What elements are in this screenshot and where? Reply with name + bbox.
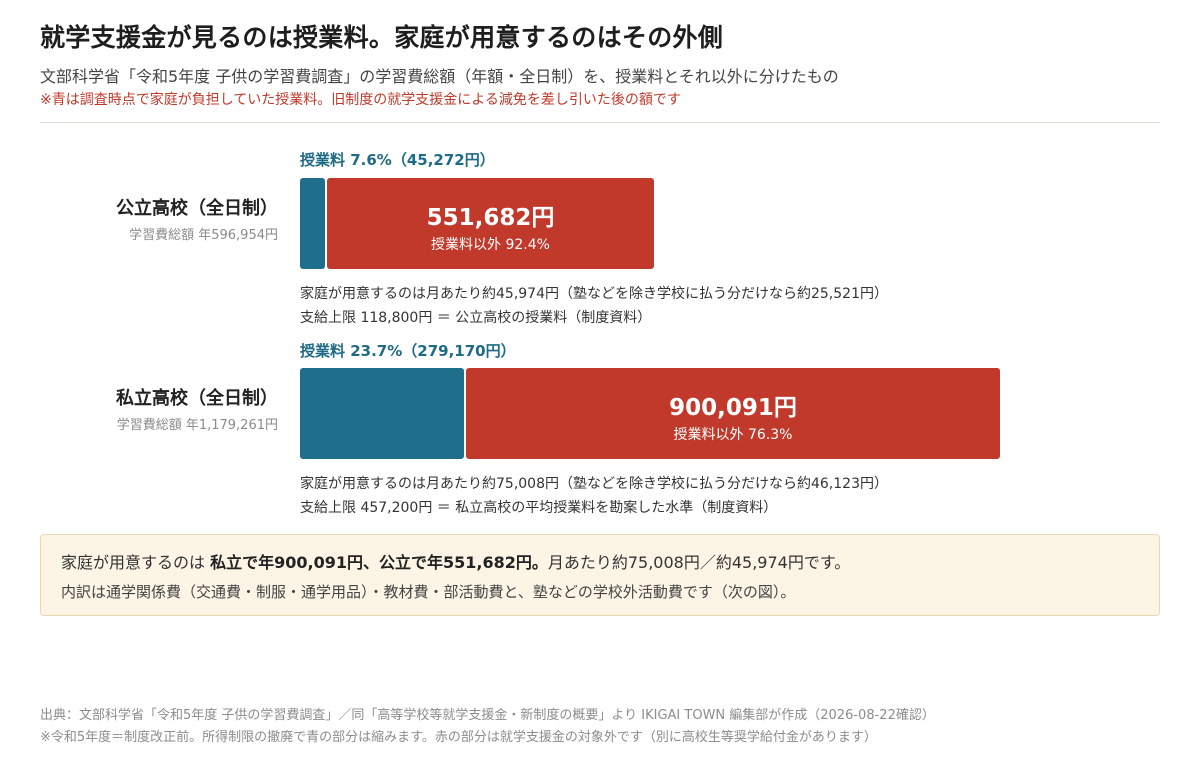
private-school-name: 私立高校（全日制） (116, 388, 278, 409)
public-detail-cap: 支給上限 118,800円 ＝ 公立高校の授業料（制度資料） (300, 310, 652, 326)
summary-line-2: 内訳は通学関係費（交通費・制服・通学用品）・教材費・部活動費と、塾などの学校外活… (61, 583, 796, 601)
private-total-label: 学習費総額 年1,179,261円 (116, 418, 278, 433)
footnote: ※令和5年度＝制度改正前。所得制限の撤廃で青の部分は縮みます。赤の部分は就学支援… (40, 730, 877, 745)
chart-title: 就学支援金が見るのは授業料。家庭が用意するのはその外側 (40, 23, 724, 52)
public-other-bar: 551,682円 授業料以外 92.4% (327, 178, 654, 269)
private-other-bar: 900,091円 授業料以外 76.3% (466, 368, 1000, 459)
private-tuition-bar (300, 368, 464, 459)
summary-pre: 家庭が用意するのは (61, 553, 211, 572)
public-other-value: 551,682円 (426, 205, 555, 231)
public-other-share: 授業料以外 92.4% (431, 237, 550, 253)
summary-line-1: 家庭が用意するのは 私立で年900,091円、公立で年551,682円。月あたり… (61, 549, 850, 573)
summary-bold: 私立で年900,091円、公立で年551,682円。 (210, 553, 548, 572)
public-detail-monthly: 家庭が用意するのは月あたり約45,974円（塾などを除き学校に払う分だけなら約2… (300, 286, 888, 302)
public-school-name: 公立高校（全日制） (116, 198, 278, 219)
summary-box: 家庭が用意するのは 私立で年900,091円、公立で年551,682円。月あたり… (40, 534, 1160, 616)
divider (40, 122, 1160, 123)
public-total-label: 学習費総額 年596,954円 (129, 228, 278, 243)
public-tuition-label: 授業料 7.6%（45,272円） (300, 151, 495, 169)
private-tuition-label: 授業料 23.7%（279,170円） (300, 342, 516, 360)
chart-subtitle: 文部科学省「令和5年度 子供の学習費調査」の学習費総額（年額・全日制）を、授業料… (40, 67, 839, 86)
public-bar: 551,682円 授業料以外 92.4% (300, 178, 654, 269)
private-detail-cap: 支給上限 457,200円 ＝ 私立高校の平均授業料を勘案した水準（制度資料） (300, 500, 778, 516)
public-tuition-bar (300, 178, 325, 269)
red-note: ※青は調査時点で家庭が負担していた授業料。旧制度の就学支援金による減免を差し引い… (40, 92, 681, 108)
private-detail-monthly: 家庭が用意するのは月あたり約75,008円（塾などを除き学校に払う分だけなら約4… (300, 476, 888, 492)
private-bar: 900,091円 授業料以外 76.3% (300, 368, 1000, 459)
source-note: 出典：文部科学省「令和5年度 子供の学習費調査」／同「高等学校等就学支援金・新制… (40, 708, 935, 723)
summary-post: 月あたり約75,008円／約45,974円です。 (547, 553, 851, 572)
private-other-share: 授業料以外 76.3% (673, 427, 793, 443)
private-other-value: 900,091円 (669, 395, 797, 421)
